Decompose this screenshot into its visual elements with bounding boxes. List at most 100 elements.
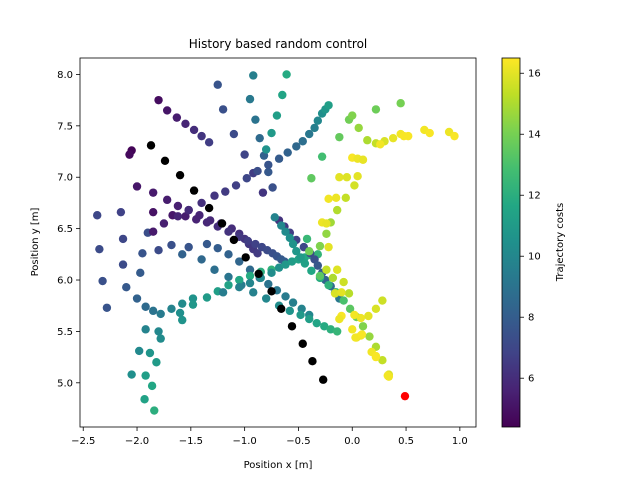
trajectory-point xyxy=(332,327,342,336)
trajectory-point xyxy=(302,234,312,244)
trajectory-point xyxy=(339,296,348,305)
trajectory-point xyxy=(399,131,409,141)
trajectory-point xyxy=(322,265,331,274)
trajectory-point xyxy=(154,327,163,336)
trajectory-point xyxy=(132,182,142,191)
trajectory-point xyxy=(288,298,298,307)
trajectory-point xyxy=(127,370,136,379)
trajectory-point xyxy=(371,105,381,114)
trajectory-point xyxy=(154,95,163,105)
trajectory-point xyxy=(378,355,387,365)
trajectory-point xyxy=(348,111,357,120)
trajectory-point xyxy=(341,193,350,202)
scatter-points xyxy=(93,70,459,415)
trajectory-point xyxy=(249,288,258,297)
trajectory-point xyxy=(118,260,128,269)
trajectory-point xyxy=(148,306,158,316)
history-point xyxy=(254,269,263,279)
trajectory-point xyxy=(281,292,290,301)
trajectory-point xyxy=(298,137,307,146)
trajectory-point xyxy=(138,249,147,258)
history-point xyxy=(318,375,328,384)
colorbar-tick-label: 8 xyxy=(528,313,534,324)
trajectory-point xyxy=(335,173,344,182)
trajectory-point xyxy=(245,94,255,104)
trajectory-point xyxy=(264,279,273,289)
y-tick-label: 5.0 xyxy=(57,378,73,389)
trajectory-point xyxy=(324,194,333,204)
trajectory-point xyxy=(218,288,228,297)
trajectory-point xyxy=(159,219,169,228)
history-point xyxy=(308,357,317,366)
trajectory-point xyxy=(235,257,244,266)
trajectory-point xyxy=(134,346,144,356)
trajectory-point xyxy=(376,140,385,149)
trajectory-point xyxy=(307,174,316,183)
x-axis-label: Position x [m] xyxy=(244,460,313,471)
trajectory-point xyxy=(425,128,434,138)
trajectory-point xyxy=(210,191,219,200)
trajectory-point xyxy=(371,351,381,361)
trajectory-point xyxy=(147,381,157,391)
trajectory-point xyxy=(270,213,279,222)
trajectory-point xyxy=(264,167,273,177)
trajectory-point xyxy=(224,227,233,236)
trajectory-point xyxy=(268,183,277,192)
trajectory-point xyxy=(181,119,190,128)
trajectory-point xyxy=(224,272,233,282)
trajectory-point xyxy=(351,333,360,342)
trajectory-point xyxy=(317,152,327,161)
trajectory-point xyxy=(261,294,271,303)
trajectory-point xyxy=(175,308,185,318)
trajectory-point xyxy=(189,125,199,135)
trajectory-point xyxy=(354,123,363,133)
trajectory-point xyxy=(288,239,298,249)
colorbar-label: Trajectory costs xyxy=(555,203,566,283)
history-point xyxy=(277,304,286,313)
trajectory-point xyxy=(116,207,126,217)
trajectory-point xyxy=(378,296,387,305)
trajectory-point xyxy=(331,193,341,202)
trajectory-point xyxy=(365,332,374,341)
x-tick-label: −0.5 xyxy=(286,436,310,447)
trajectory-point xyxy=(335,132,344,142)
trajectory-point xyxy=(136,268,145,278)
trajectory-point xyxy=(204,138,214,147)
history-point xyxy=(146,141,156,150)
trajectory-point xyxy=(315,271,325,281)
trajectory-point xyxy=(245,271,255,281)
trajectory-point xyxy=(371,304,381,313)
trajectory-point xyxy=(345,304,355,313)
trajectory-point xyxy=(229,129,239,139)
trajectory-point xyxy=(267,268,276,278)
trajectory-point xyxy=(167,304,176,313)
trajectory-point xyxy=(313,261,323,270)
y-tick-label: 7.5 xyxy=(57,121,73,132)
trajectory-point xyxy=(388,133,398,143)
trajectory-point xyxy=(364,311,373,321)
trajectory-point xyxy=(296,253,305,262)
trajectory-point xyxy=(188,294,198,303)
trajectory-point xyxy=(328,273,338,283)
trajectory-point xyxy=(122,283,131,292)
trajectory-point xyxy=(258,188,268,197)
trajectory-point xyxy=(357,330,367,339)
current-position-point xyxy=(400,391,410,401)
trajectory-point xyxy=(310,123,319,133)
trajectory-point xyxy=(274,154,284,163)
trajectory-point xyxy=(322,229,331,238)
trajectory-point xyxy=(324,242,333,252)
trajectory-point xyxy=(305,129,314,139)
trajectory-point xyxy=(305,314,314,324)
x-axis: −2.5 −2.0 −1.5 −1.0 −0.5 0.0 0.5 1.0 xyxy=(71,427,468,447)
trajectory-point xyxy=(141,371,150,380)
trajectory-point xyxy=(274,263,284,272)
trajectory-point xyxy=(102,303,112,312)
trajectory-point xyxy=(148,227,158,236)
trajectory-point xyxy=(218,105,228,114)
trajectory-point xyxy=(95,244,104,254)
trajectory-point xyxy=(353,172,362,181)
trajectory-point xyxy=(348,325,357,334)
colorbar-gradient xyxy=(502,58,520,427)
